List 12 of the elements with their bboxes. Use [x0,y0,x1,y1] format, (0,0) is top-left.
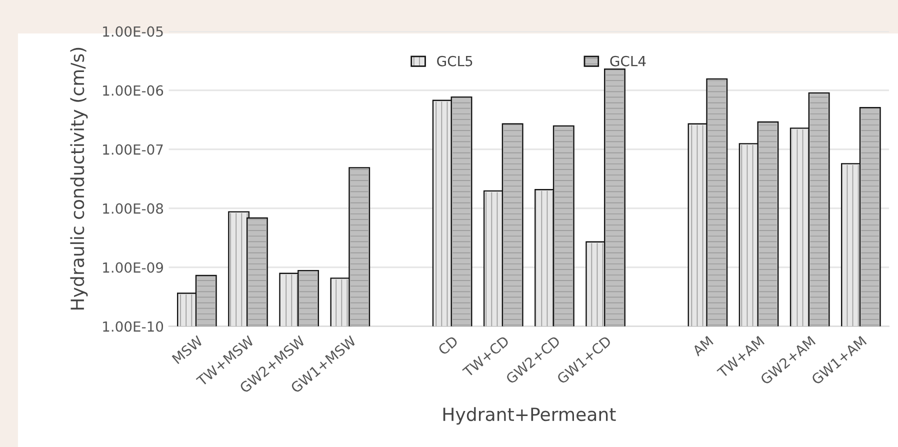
y-axis-title: Hydraulic conductivity (cm/s) [70,48,88,310]
y-tick-label: 1.00E-10 [103,321,164,332]
legend-label: GCL5 [437,56,472,66]
y-tick-label: 1.00E-09 [103,262,163,273]
y-tick-label: 1.00E-06 [103,85,164,96]
y-tick-label: 1.00E-08 [103,203,164,214]
y-tick-label: 1.00E-07 [103,144,163,155]
x-axis-title: Hydrant+Permeant [443,407,616,425]
x-tick-label: AM [692,336,714,356]
x-tick-label: CD [437,335,459,356]
legend-label: GCL4 [610,56,646,66]
y-tick-label: 1.00E-05 [103,26,163,37]
